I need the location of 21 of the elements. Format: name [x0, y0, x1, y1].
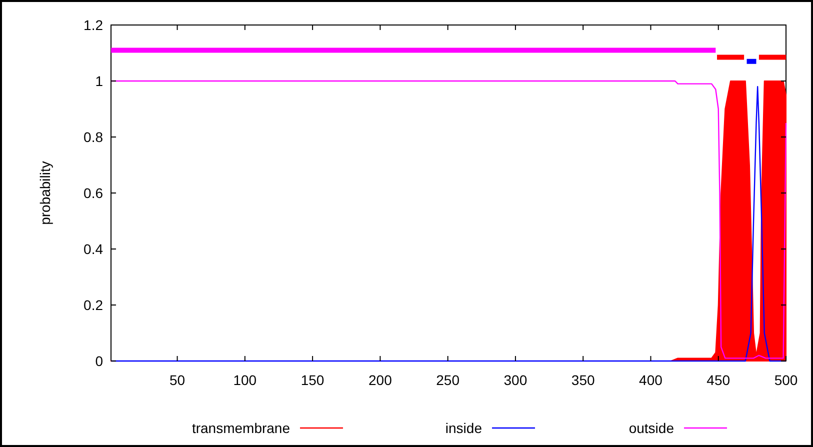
x-tick-label: 100 [233, 372, 257, 388]
y-tick-label: 0.2 [84, 296, 104, 313]
x-tick-label: 300 [504, 372, 528, 388]
x-tick-label: 150 [300, 372, 324, 388]
legend-label: transmembrane [192, 420, 290, 436]
x-tick-label: 500 [774, 372, 798, 388]
y-tick-label: 0.6 [84, 184, 104, 201]
y-axis-title: probability [37, 161, 53, 225]
x-tick-label: 250 [436, 372, 460, 388]
y-tick-label: 1 [95, 72, 104, 89]
x-tick-label: 400 [639, 372, 663, 388]
legend-label: inside [445, 420, 482, 436]
legend-label: outside [628, 420, 674, 436]
x-tick-label: 450 [706, 372, 730, 388]
y-tick-label: 0.4 [84, 240, 104, 257]
y-tick-label: 0 [95, 352, 104, 369]
y-tick-label: 1.2 [84, 16, 104, 33]
x-tick-label: 50 [169, 372, 186, 388]
x-tick-label: 200 [368, 372, 392, 388]
y-tick-label: 0.8 [84, 128, 104, 145]
x-tick-label: 350 [571, 372, 595, 388]
